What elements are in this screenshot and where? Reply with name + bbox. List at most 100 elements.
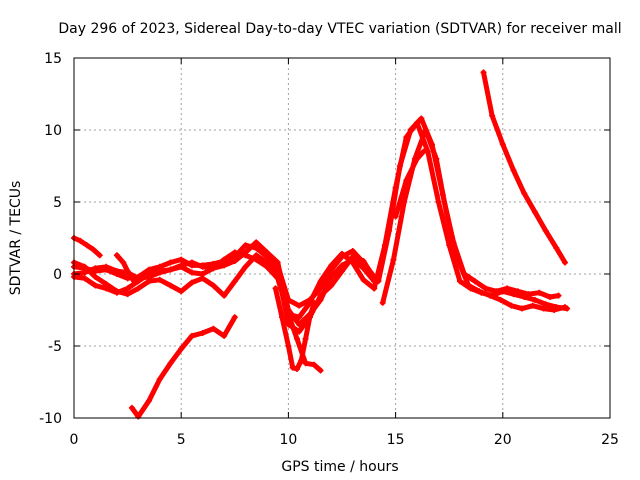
data-point — [96, 252, 103, 259]
data-point — [542, 301, 549, 308]
data-point — [81, 269, 88, 276]
data-point — [231, 249, 238, 256]
data-point — [317, 367, 324, 374]
data-point — [482, 285, 489, 292]
data-point — [390, 256, 397, 263]
data-point — [285, 311, 292, 318]
data-point — [253, 252, 260, 259]
data-point — [510, 167, 517, 174]
y-tick-label: 5 — [53, 195, 62, 211]
data-point — [465, 282, 472, 289]
data-point — [210, 282, 217, 289]
data-point — [103, 281, 110, 288]
data-point — [210, 265, 217, 272]
data-point — [542, 227, 549, 234]
data-point — [135, 413, 142, 420]
data-point — [156, 276, 163, 283]
data-point — [124, 291, 131, 298]
data-point — [167, 360, 174, 367]
data-point — [553, 245, 560, 252]
grid — [74, 58, 610, 418]
y-axis-label: SDTVAR / TECUs — [8, 181, 24, 296]
data-point — [167, 259, 174, 266]
data-point — [92, 282, 99, 289]
data-point — [407, 127, 414, 133]
data-point — [221, 332, 228, 339]
data-point — [199, 275, 206, 282]
data-point — [188, 259, 195, 266]
x-tick-label: 25 — [601, 432, 619, 448]
data-point — [551, 307, 558, 313]
y-tick-label: 15 — [44, 51, 62, 67]
data-point — [296, 314, 303, 321]
data-point — [525, 291, 532, 298]
data-point — [302, 335, 309, 342]
data-point — [561, 304, 568, 311]
data-point — [489, 112, 496, 119]
data-point — [296, 302, 303, 309]
data-point — [371, 285, 378, 292]
data-point — [529, 302, 536, 309]
data-point — [113, 252, 120, 259]
data-point — [221, 292, 228, 299]
data-point — [81, 275, 88, 282]
data-point — [521, 190, 528, 197]
data-point — [339, 268, 345, 275]
data-point — [113, 288, 120, 295]
data-point — [486, 292, 493, 299]
data-point — [311, 299, 318, 306]
data-point — [285, 343, 292, 349]
x-tick-label: 0 — [70, 432, 79, 448]
data-point — [124, 268, 131, 275]
data-point — [444, 213, 451, 220]
data-point — [349, 247, 356, 254]
data-point — [263, 259, 270, 266]
data-point — [504, 285, 511, 292]
data-point — [221, 262, 228, 269]
y-tick-label: 10 — [44, 123, 62, 139]
data-point — [418, 115, 425, 122]
series-arc6 — [114, 252, 137, 284]
data-point — [328, 282, 335, 289]
data-point — [199, 263, 206, 270]
data-point — [242, 242, 249, 249]
y-tick-label: -5 — [48, 339, 62, 355]
data-point — [360, 276, 367, 283]
data-point — [146, 271, 153, 277]
x-tick-label: 15 — [387, 432, 405, 448]
data-point — [296, 321, 303, 328]
data-point — [263, 249, 270, 256]
data-point — [178, 345, 185, 352]
data-point — [231, 278, 238, 285]
data-point — [514, 288, 521, 295]
data-point — [135, 285, 142, 292]
data-point — [242, 263, 249, 270]
data-point — [493, 288, 500, 295]
data-point — [92, 273, 99, 280]
plot-frame — [73, 57, 611, 419]
data-point — [471, 278, 478, 285]
data-point — [156, 268, 163, 275]
data-point — [328, 262, 335, 269]
data-point — [531, 209, 538, 216]
data-point — [302, 360, 309, 367]
data-point — [272, 285, 279, 292]
data-point — [414, 155, 421, 162]
data-point — [77, 237, 84, 244]
data-point — [113, 268, 120, 275]
data-point — [83, 242, 90, 249]
data-point — [392, 213, 399, 220]
data-point — [128, 404, 135, 411]
x-tick-label: 5 — [177, 432, 186, 448]
data-point — [253, 239, 260, 246]
data-point — [540, 305, 547, 312]
data-point — [274, 259, 281, 266]
data-point — [131, 278, 138, 285]
data-point — [328, 273, 335, 280]
data-point — [396, 163, 403, 169]
series-arc13 — [393, 149, 426, 219]
data-point — [120, 259, 127, 266]
data-point — [90, 246, 97, 253]
series-arc14 — [481, 69, 568, 265]
data-point — [531, 296, 538, 303]
